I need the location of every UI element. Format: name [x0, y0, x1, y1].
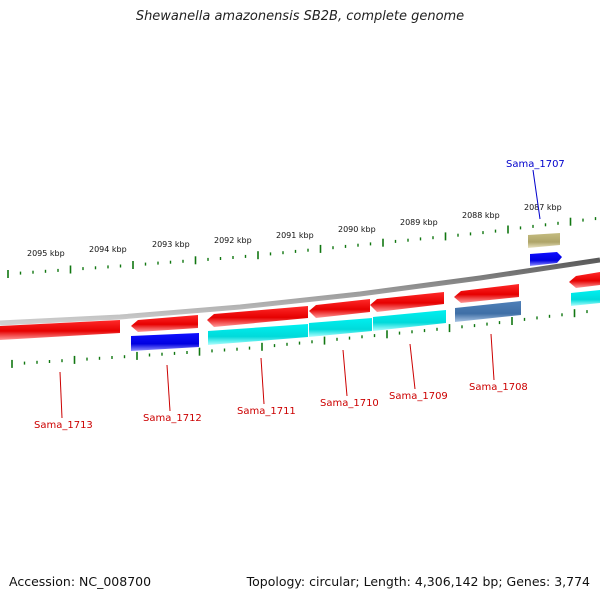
- gene-label-sama-1708[interactable]: Sama_1708: [469, 382, 528, 393]
- ruler-label: 2092 kbp: [214, 236, 252, 245]
- ruler-label: 2087 kbp: [524, 203, 562, 212]
- gene-sama-1710-cds[interactable]: [309, 299, 370, 318]
- cds-track: [0, 272, 600, 340]
- leader-line: [409, 343, 416, 390]
- ruler-labels: 2095 kbp 2094 kbp 2093 kbp 2092 kbp 2091…: [27, 203, 562, 258]
- gene-next-cog[interactable]: [571, 290, 600, 306]
- gene-label-sama-1710[interactable]: Sama_1710: [320, 398, 379, 409]
- gene-labels: Sama_1713 Sama_1712 Sama_1711 Sama_1710 …: [34, 159, 565, 431]
- ruler-label: 2094 kbp: [89, 245, 127, 254]
- ruler-label: 2091 kbp: [276, 231, 314, 240]
- cog-track: [131, 233, 600, 351]
- leader-line: [532, 169, 541, 220]
- gene-sama-1711-cds[interactable]: [207, 306, 308, 327]
- leader-line: [260, 357, 265, 405]
- gene-label-sama-1711[interactable]: Sama_1711: [237, 406, 296, 417]
- label-leaders: [59, 169, 541, 419]
- gene-next-cds[interactable]: [569, 272, 600, 288]
- ruler-label: 2095 kbp: [27, 249, 65, 258]
- ruler-label: 2093 kbp: [152, 240, 190, 249]
- accession-text: Accession: NC_008700: [9, 574, 152, 589]
- ruler-label: 2088 kbp: [462, 211, 500, 220]
- gene-label-sama-1707[interactable]: Sama_1707: [506, 159, 565, 170]
- gene-label-sama-1709[interactable]: Sama_1709: [389, 391, 448, 402]
- ruler-ticks-outer: [7, 217, 597, 278]
- map-title: Shewanella amazonensis SB2B, complete ge…: [135, 9, 465, 24]
- ruler-ticks-inner: [11, 309, 588, 368]
- gene-sama-1707-cds[interactable]: [530, 252, 562, 266]
- ruler-label: 2089 kbp: [400, 218, 438, 227]
- gene-sama-1708-cog[interactable]: [455, 301, 521, 322]
- gene-sama-1712-cds[interactable]: [131, 315, 198, 332]
- gene-label-sama-1713[interactable]: Sama_1713: [34, 420, 93, 431]
- gene-sama-1712-cog[interactable]: [131, 333, 199, 351]
- genome-backbone: [0, 257, 600, 326]
- gene-sama-1709-cds[interactable]: [370, 292, 444, 312]
- gene-sama-1711-cog[interactable]: [208, 324, 308, 345]
- gene-sama-1707-cog[interactable]: [528, 233, 560, 248]
- leader-line: [342, 349, 348, 397]
- genome-summary-text: Topology: circular; Length: 4,306,142 bp…: [246, 574, 590, 589]
- leader-line: [490, 333, 495, 381]
- gene-sama-1710-cog[interactable]: [309, 318, 372, 337]
- leader-line: [166, 364, 171, 412]
- gene-sama-1708-cds[interactable]: [454, 284, 519, 303]
- ruler-label: 2090 kbp: [338, 225, 376, 234]
- gene-label-sama-1712[interactable]: Sama_1712: [143, 413, 202, 424]
- leader-line: [59, 371, 63, 419]
- gene-sama-1713-cds[interactable]: [0, 320, 120, 340]
- gene-sama-1709-cog[interactable]: [373, 310, 446, 331]
